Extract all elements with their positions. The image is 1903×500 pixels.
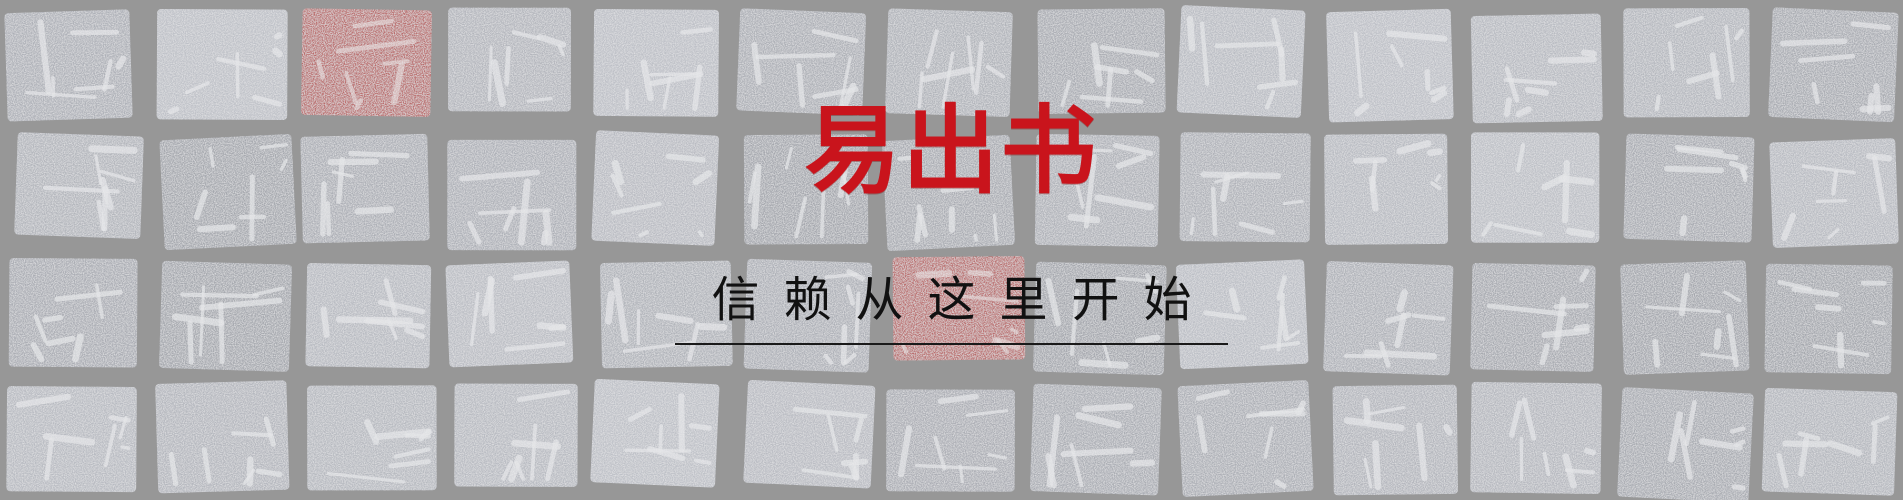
- slogan-text: 信赖从这里开始: [711, 272, 1216, 328]
- slogan-underline: [675, 343, 1228, 345]
- brand-title: 易出书: [804, 94, 1099, 207]
